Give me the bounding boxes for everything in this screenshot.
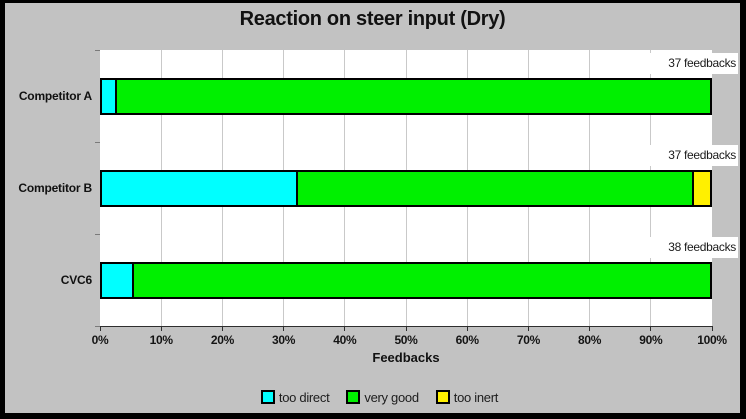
x-tick-label-50%: 50%: [394, 333, 418, 347]
bar-segment-very-good: [116, 80, 710, 113]
x-tick-label-40%: 40%: [333, 333, 357, 347]
y-axis-tick: [95, 142, 100, 143]
legend-item-too-direct: too direct: [260, 389, 330, 405]
bar-segment-very-good: [298, 172, 695, 205]
bar-competitor-b: [100, 170, 712, 207]
x-tick-label-100%: 100%: [697, 333, 727, 347]
legend-item-too-inert: too inert: [435, 389, 499, 405]
y-axis-tick: [95, 326, 100, 327]
bar-competitor-a: [100, 78, 712, 115]
category-label-competitor-a: Competitor A: [18, 89, 92, 103]
legend-item-very-good: very good: [346, 389, 419, 405]
x-axis-tick-70%: [527, 326, 529, 331]
legend-marker-very-good-icon: [346, 390, 361, 404]
legend: too direct very good too inert: [12, 387, 740, 407]
x-axis-title: Feedbacks: [372, 350, 440, 365]
x-tick-label-80%: 80%: [578, 333, 602, 347]
bar-annotation: 37 feedbacks: [606, 53, 738, 74]
x-axis-tick-50%: [405, 326, 407, 331]
bar-segment-too-direct: [102, 80, 117, 113]
x-axis-tick-90%: [650, 326, 652, 331]
x-tick-label-70%: 70%: [516, 333, 540, 347]
y-axis-tick: [95, 50, 100, 51]
chart-canvas: Reaction on steer input (Dry) Feedbacks …: [5, 3, 740, 413]
x-axis-tick-80%: [589, 326, 591, 331]
category-label-competitor-b: Competitor B: [18, 181, 92, 195]
chart-title: Reaction on steer input (Dry): [239, 8, 506, 30]
bar-annotation: 37 feedbacks: [606, 145, 738, 166]
x-tick-label-90%: 90%: [639, 333, 663, 347]
x-axis-tick-20%: [221, 326, 223, 331]
x-tick-label-10%: 10%: [149, 333, 173, 347]
x-axis-tick-60%: [466, 326, 468, 331]
legend-label: too inert: [453, 389, 499, 405]
x-tick-label-30%: 30%: [272, 333, 296, 347]
bar-annotation: 38 feedbacks: [606, 237, 738, 258]
x-axis-tick-10%: [160, 326, 162, 331]
x-axis-tick-40%: [344, 326, 346, 331]
x-axis-tick-30%: [283, 326, 285, 331]
category-label-cvc6: CVC6: [60, 273, 92, 287]
legend-marker-too-inert-icon: [435, 390, 450, 404]
x-axis-tick-0%: [99, 326, 101, 331]
plot-area: [100, 50, 712, 326]
y-axis-tick: [95, 234, 100, 235]
bar-cvc6: [100, 262, 712, 299]
x-tick-label-60%: 60%: [455, 333, 479, 347]
bar-segment-very-good: [134, 264, 710, 297]
bar-segment-too-inert: [694, 172, 710, 205]
legend-label: very good: [364, 389, 419, 405]
x-axis-line: [100, 326, 713, 327]
x-tick-label-20%: 20%: [210, 333, 234, 347]
legend-label: too direct: [278, 389, 330, 405]
x-axis-tick-100%: [711, 326, 713, 331]
bar-segment-too-direct: [102, 172, 299, 205]
bar-segment-too-direct: [102, 264, 135, 297]
x-tick-label-0%: 0%: [91, 333, 109, 347]
legend-marker-too-direct-icon: [260, 390, 275, 404]
